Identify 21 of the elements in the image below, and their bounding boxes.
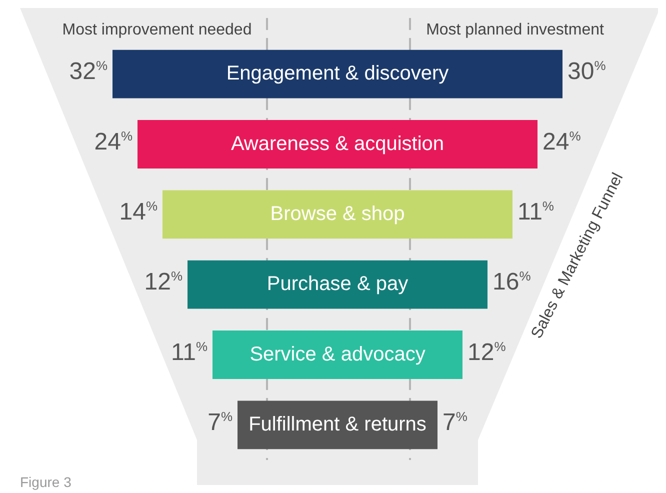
category-label: Purchase & pay	[266, 273, 408, 296]
legend-label: Most improvement needed	[62, 21, 252, 38]
data-label: 24%	[542, 128, 582, 156]
category-label: Service & advocacy	[250, 343, 426, 366]
category-label: Awareness & acquistion	[230, 132, 444, 155]
data-label: 7%	[208, 408, 233, 436]
legend-label: Most planned investment	[426, 21, 604, 38]
data-label: 32%	[69, 58, 108, 86]
data-label: 12%	[468, 338, 506, 366]
category-label: Fulfillment & returns	[248, 413, 426, 436]
data-label: 24%	[94, 128, 133, 156]
data-label: 11%	[518, 198, 554, 226]
category-label: Engagement & discovery	[226, 62, 449, 85]
data-label: 30%	[568, 58, 606, 86]
data-label: 7%	[442, 408, 468, 436]
caption: Figure 3	[20, 474, 72, 490]
data-label: 14%	[119, 198, 158, 226]
data-label: 12%	[144, 268, 183, 296]
category-label: Browse & shop	[270, 202, 405, 225]
data-label: 11%	[171, 338, 208, 366]
data-label: 16%	[492, 268, 532, 296]
